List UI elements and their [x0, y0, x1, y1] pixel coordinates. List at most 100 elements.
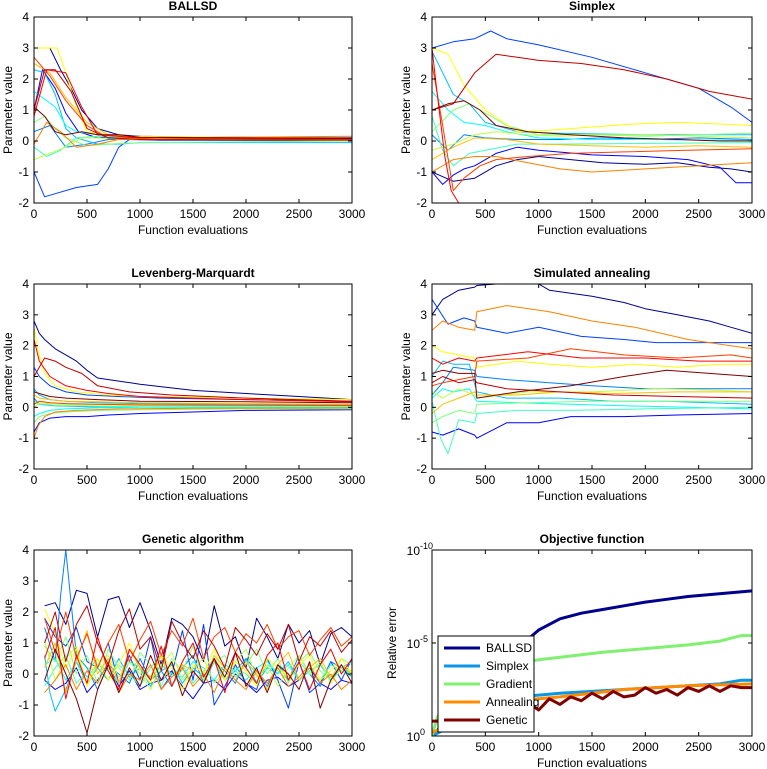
y-tick-label: 0 — [420, 400, 427, 414]
y-axis-label: Parameter value — [399, 66, 413, 154]
chart-title: Objective function — [540, 532, 645, 546]
y-tick-label: 3 — [22, 308, 29, 322]
series-group — [44, 550, 352, 734]
chart-title: Simulated annealing — [534, 266, 651, 280]
series-line-8 — [34, 402, 352, 408]
x-tick-label: 1000 — [127, 740, 154, 754]
series-line-5 — [34, 406, 352, 418]
chart-title: Genetic algorithm — [142, 532, 244, 546]
series-line-14 — [432, 53, 752, 111]
y-axis-label: Parameter value — [1, 332, 15, 420]
x-tick-label: 2500 — [685, 207, 712, 221]
chart-0: 0 500 1000 1500 2000 2500 3000 -2 -1 0 1 2 3 4 BALLSD F… — [1, 0, 366, 237]
series-line-15 — [432, 369, 752, 399]
y-tick-label: -2 — [18, 729, 29, 743]
series-group — [432, 284, 752, 455]
y-tick-label: 0 — [22, 400, 29, 414]
series-line-13 — [432, 351, 752, 365]
y-axis-label: Parameter value — [399, 332, 413, 420]
y-tick-label: 4 — [22, 277, 29, 291]
chart-1: 0 500 1000 1500 2000 2500 3000 -2 -1 0 1 2 3 4 Simplex… — [399, 0, 766, 237]
y-tick-label: -1 — [416, 431, 427, 445]
x-tick-label: 500 — [77, 740, 97, 754]
series-line-13 — [432, 47, 464, 203]
y-tick-label: 10 — [407, 730, 421, 744]
series-line-6 — [432, 401, 752, 455]
y-tick-label: 1 — [420, 103, 427, 117]
series-line-13 — [44, 627, 352, 700]
x-tick-label: 0 — [31, 740, 38, 754]
x-tick-label: 1500 — [180, 207, 207, 221]
y-tick-label: 3 — [420, 41, 427, 55]
series-line-0 — [44, 589, 352, 669]
y-tick-label: 0 — [22, 667, 29, 681]
series-group — [34, 320, 352, 439]
y-tick-label: -2 — [416, 196, 427, 210]
y-tick-label: 2 — [22, 605, 29, 619]
x-tick-label: 1000 — [127, 473, 154, 487]
y-tick-label: 2 — [420, 72, 427, 86]
series-line-7 — [34, 408, 352, 424]
series-line-5 — [432, 388, 752, 410]
series-line-12 — [34, 400, 352, 406]
plot-area — [432, 284, 752, 469]
chart-3: 0 500 1000 1500 2000 2500 3000 -2 -1 0 1 2 3 4 Simulat… — [399, 266, 766, 503]
series-line-15 — [34, 391, 352, 404]
x-tick-label: 2000 — [233, 473, 260, 487]
y-tick-label: 1 — [22, 103, 29, 117]
series-line-12 — [432, 63, 752, 192]
series-group — [432, 30, 752, 203]
x-tick-label: 2000 — [632, 740, 659, 754]
series-line-0 — [34, 320, 352, 401]
series-line-11 — [34, 407, 352, 439]
y-tick-label: 1 — [22, 370, 29, 384]
y-tick-label: -1 — [18, 698, 29, 712]
x-tick-label: 0 — [429, 473, 436, 487]
x-tick-label: 500 — [475, 207, 495, 221]
chart-title: Simplex — [569, 0, 615, 13]
series-group — [34, 47, 352, 198]
y-tick-label: -1 — [18, 431, 29, 445]
y-tick-label: 3 — [420, 308, 427, 322]
series-line-9 — [432, 47, 752, 133]
series-line-7 — [432, 400, 752, 424]
series-line-14 — [34, 357, 352, 402]
series-line-0 — [432, 284, 752, 334]
plot-area — [34, 284, 352, 469]
x-tick-label: 0 — [31, 473, 38, 487]
x-tick-label: 1500 — [579, 473, 606, 487]
x-tick-label: 2500 — [286, 473, 313, 487]
x-tick-label: 2000 — [233, 207, 260, 221]
y-tick-label: 1 — [420, 370, 427, 384]
y-tick-label: 0 — [420, 134, 427, 148]
y-tick-label: 4 — [22, 10, 29, 24]
chart-4: 0 500 1000 1500 2000 2500 3000 -2 -1 0 1 2 3 4 Genetic… — [1, 532, 366, 769]
series-line-2 — [432, 30, 752, 123]
legend-label-gradient: Gradient — [486, 677, 533, 691]
x-tick-label: 0 — [429, 207, 436, 221]
x-tick-label: 0 — [429, 740, 436, 754]
series-line-10 — [34, 394, 352, 405]
x-tick-label: 0 — [31, 207, 38, 221]
y-tick-label: 2 — [22, 72, 29, 86]
x-tick-label: 500 — [77, 473, 97, 487]
x-axis-label: Function evaluations — [138, 223, 248, 237]
x-tick-label: 1000 — [525, 473, 552, 487]
series-line-1 — [34, 409, 352, 433]
x-tick-label: 3000 — [739, 740, 766, 754]
series-line-6 — [34, 400, 352, 408]
series-line-12 — [44, 611, 352, 669]
y-tick-label: -2 — [18, 462, 29, 476]
x-axis-label: Function evaluations — [138, 756, 248, 769]
x-tick-label: 1000 — [525, 740, 552, 754]
series-line-11 — [432, 305, 752, 350]
series-line-8 — [432, 131, 752, 151]
y-tick-label: 10 — [407, 544, 421, 558]
y-tick-label: 3 — [22, 41, 29, 55]
y-tick-label: 2 — [22, 339, 29, 353]
series-line-15 — [44, 648, 352, 734]
x-tick-label: 2500 — [286, 207, 313, 221]
chart-title: BALLSD — [169, 0, 218, 13]
x-tick-label: 1000 — [127, 207, 154, 221]
